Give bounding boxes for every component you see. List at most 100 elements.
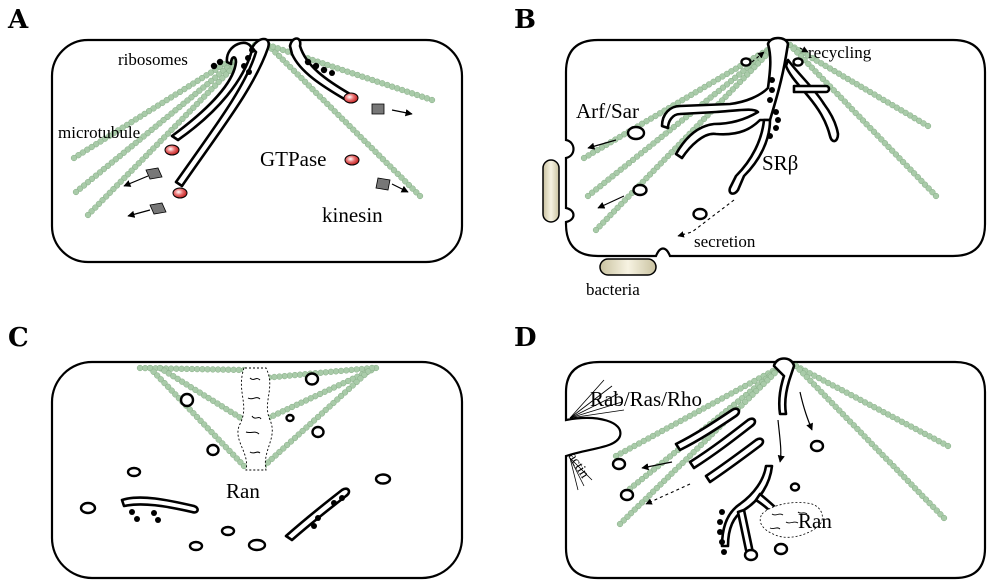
microtubule-bead <box>837 94 845 101</box>
microtubule-bead <box>291 434 299 442</box>
vesicles <box>79 372 392 552</box>
microtubule-bead <box>172 91 179 98</box>
microtubule-bead <box>584 192 592 200</box>
microtubule-bead <box>711 91 718 98</box>
microtubule-bead <box>123 121 131 129</box>
microtubule-bead <box>346 122 353 130</box>
microtubule-bead <box>196 87 203 94</box>
microtubule-bead <box>856 113 863 120</box>
microtubule-bead <box>173 365 180 372</box>
bacterium <box>599 258 657 276</box>
microtubule-bead <box>899 158 907 166</box>
transport-arrows <box>587 46 809 238</box>
microtubule-bead <box>924 122 932 130</box>
er-fragment <box>120 496 199 514</box>
microtubule-bead <box>299 427 306 435</box>
microtubule <box>612 362 786 460</box>
er-network <box>660 36 790 160</box>
er-stack <box>704 437 765 484</box>
microtubule-bead <box>409 185 416 192</box>
microtubule-bead <box>914 173 921 181</box>
label-ran: Ran <box>226 479 260 503</box>
microtubule-bead <box>178 365 185 372</box>
microtubule-bead <box>132 139 139 147</box>
microtubule-bead <box>326 403 333 410</box>
microtubule-bead <box>307 420 314 428</box>
microtubule-bead <box>184 97 191 104</box>
microtubule-bead <box>921 181 929 188</box>
gtpase-motors <box>164 92 360 199</box>
microtubule-bead <box>723 81 731 88</box>
microtubule-bead <box>940 514 948 522</box>
panel-c-letter: C <box>8 323 29 353</box>
label-ran: Ran <box>798 509 832 533</box>
panel-a: A <box>7 5 464 264</box>
microtubule-bead <box>629 156 637 164</box>
microtubule-bead <box>662 130 669 137</box>
microtubule-bead <box>160 116 167 124</box>
microtubule-bead <box>287 438 295 445</box>
microtubule-bead <box>387 163 394 170</box>
microtubule-bead <box>361 371 368 379</box>
microtubule-bead <box>736 71 743 78</box>
microtubule-bead <box>305 82 312 89</box>
microtubule-bead <box>364 141 372 148</box>
microtubule-bead <box>376 152 383 159</box>
microtubule-bead <box>658 133 665 141</box>
microtubule-bead <box>637 150 645 157</box>
microtubule-bead <box>226 447 233 455</box>
microtubule-bead <box>136 364 144 372</box>
microtubule-bead <box>220 366 227 373</box>
er-tubule <box>170 41 254 142</box>
microtubule-bead <box>75 152 82 159</box>
er-network <box>792 84 831 94</box>
microtubule-bead <box>398 174 405 181</box>
microtubule-bead <box>161 367 168 374</box>
microtubule-bead <box>203 72 210 79</box>
microtubule-bead <box>209 366 216 373</box>
microtubule-bead <box>324 100 331 108</box>
microtubule-bead <box>580 154 588 162</box>
label-rab-ras-rho: Rab/Ras/Rho <box>590 387 702 411</box>
transport-arrows <box>123 109 413 218</box>
microtubule-bead <box>204 425 211 432</box>
microtubule-bead <box>343 367 350 374</box>
microtubule-bead <box>320 97 327 104</box>
microtubule-bead <box>92 204 99 211</box>
microtubule-bead <box>674 120 682 127</box>
microtubule-bead <box>932 192 940 200</box>
microtubule-bead <box>232 411 239 418</box>
microtubule-bead <box>230 366 237 373</box>
label-arf-sar: Arf/Sar <box>576 99 639 123</box>
label-bacteria: bacteria <box>586 280 640 299</box>
microtubule-bead <box>290 67 298 74</box>
microtubule-bead <box>132 116 139 123</box>
microtubule-bead <box>617 166 624 173</box>
microtubule-bead <box>96 169 104 176</box>
kinesin-motors <box>145 103 391 215</box>
bacterium <box>542 159 560 223</box>
ribosomes <box>717 509 727 555</box>
microtubule-bead <box>174 375 181 383</box>
microtubule-bead <box>353 130 361 137</box>
microtubule-bead <box>72 188 80 196</box>
microtubule-bead <box>588 189 596 196</box>
microtubule-bead <box>816 72 823 79</box>
microtubule-bead <box>727 77 735 85</box>
microtubule-bead <box>678 117 686 124</box>
er-network <box>728 118 772 195</box>
label-secretion: secretion <box>694 232 756 251</box>
microtubule-bead <box>301 78 309 85</box>
chromatin <box>237 367 273 471</box>
microtubule-bead <box>196 389 203 396</box>
microtubule-bead <box>338 115 346 122</box>
microtubule-bead <box>867 124 874 132</box>
microtubule-bead <box>345 385 353 393</box>
microtubule-bead <box>164 130 172 137</box>
chromatin <box>759 502 823 538</box>
microtubule-bead <box>642 472 650 479</box>
microtubule-bead <box>194 77 201 84</box>
microtubule-bead <box>185 83 192 90</box>
microtubule-bead <box>335 111 342 119</box>
microtubule-bead <box>719 84 727 91</box>
